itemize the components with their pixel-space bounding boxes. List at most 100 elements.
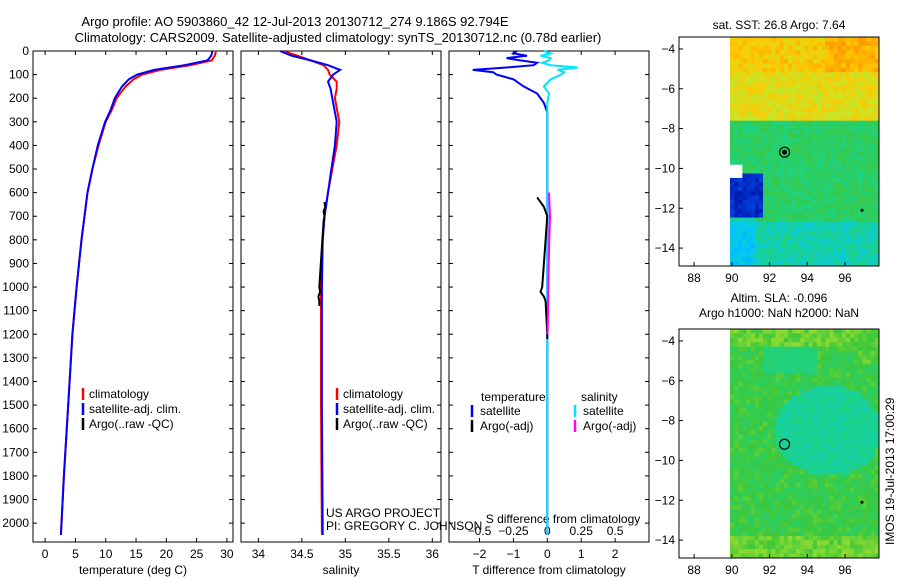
map-cell bbox=[808, 107, 814, 113]
map-cell bbox=[758, 151, 764, 157]
map-cell bbox=[858, 208, 863, 214]
map-cell bbox=[758, 72, 764, 78]
map-cell bbox=[866, 430, 872, 436]
map-cell bbox=[754, 500, 760, 506]
map-cell bbox=[866, 243, 872, 249]
map-cell bbox=[792, 177, 797, 183]
map-cell bbox=[783, 469, 789, 475]
map-cell bbox=[821, 257, 826, 262]
map-cell bbox=[862, 474, 867, 480]
map-cell bbox=[804, 408, 810, 414]
legend-entry: temperature bbox=[481, 390, 546, 404]
map-cell bbox=[841, 329, 847, 334]
map-cell bbox=[742, 461, 747, 466]
map-cell bbox=[775, 138, 781, 144]
map-cell bbox=[845, 41, 851, 47]
map-cell bbox=[829, 478, 834, 484]
map-cell bbox=[763, 138, 768, 144]
map-cell bbox=[837, 395, 843, 400]
map-cell bbox=[796, 72, 801, 78]
map-cell bbox=[754, 155, 760, 161]
map-cell bbox=[808, 342, 814, 348]
map-cell bbox=[783, 329, 789, 334]
map-cell bbox=[825, 195, 830, 201]
map-cell bbox=[821, 425, 826, 431]
map-cell bbox=[829, 483, 834, 488]
map-cell bbox=[808, 116, 814, 122]
map-cell bbox=[858, 213, 863, 218]
map-cell bbox=[837, 381, 843, 387]
map-cell bbox=[808, 72, 814, 78]
map-cell bbox=[870, 252, 876, 258]
map-cell bbox=[750, 342, 756, 348]
map-cell bbox=[783, 434, 789, 440]
map-cell bbox=[866, 342, 872, 348]
map-cell bbox=[763, 208, 768, 214]
map-cell bbox=[854, 138, 859, 144]
map-cell bbox=[771, 456, 776, 462]
map-cell bbox=[854, 155, 859, 161]
map-cell bbox=[870, 239, 876, 245]
map-cell bbox=[767, 243, 772, 249]
map-cell bbox=[812, 103, 818, 108]
map-cell bbox=[796, 465, 801, 471]
map-cell bbox=[833, 478, 838, 484]
map-cell bbox=[787, 527, 793, 532]
map-cell bbox=[862, 549, 867, 554]
map-cell bbox=[783, 261, 789, 267]
map-cell bbox=[758, 59, 764, 64]
map-cell bbox=[862, 164, 867, 170]
map-cell bbox=[845, 456, 851, 462]
depth-tick-label: 1100 bbox=[3, 304, 29, 318]
map-cell bbox=[808, 204, 814, 210]
map-cell bbox=[750, 147, 756, 152]
map-cell bbox=[825, 540, 830, 546]
map-cell bbox=[742, 155, 747, 161]
map-cell bbox=[767, 37, 772, 42]
map-cell bbox=[816, 386, 822, 392]
map-cell bbox=[754, 452, 760, 458]
map-cell bbox=[804, 155, 810, 161]
map-cell bbox=[779, 333, 785, 339]
map-cell bbox=[738, 355, 743, 361]
map-cell bbox=[738, 421, 743, 427]
map-cell bbox=[833, 500, 838, 506]
map-cell bbox=[754, 346, 760, 352]
map-cell bbox=[812, 496, 818, 502]
map-cell bbox=[862, 443, 867, 449]
map-cell bbox=[829, 217, 834, 223]
map-cell bbox=[862, 67, 867, 73]
map-cell bbox=[808, 381, 814, 387]
map-cell bbox=[816, 549, 822, 554]
series-line-2 bbox=[317, 201, 327, 306]
map-cell bbox=[742, 76, 747, 82]
map-cell bbox=[825, 155, 830, 161]
map-cell bbox=[758, 359, 764, 365]
map-cell bbox=[816, 177, 822, 183]
map-cell bbox=[738, 474, 743, 480]
map-cell bbox=[816, 522, 822, 528]
map-cell bbox=[812, 98, 818, 104]
map-cell bbox=[763, 377, 768, 383]
map-cell bbox=[850, 399, 855, 405]
map-cell bbox=[862, 434, 867, 440]
map-cell bbox=[825, 417, 830, 422]
map-cell bbox=[783, 461, 789, 466]
figure-title-line2: Climatology: CARS2009. Satellite-adjuste… bbox=[75, 30, 602, 45]
map-cell bbox=[742, 364, 747, 370]
map-cell bbox=[829, 346, 834, 352]
map-cell bbox=[738, 434, 743, 440]
map-cell bbox=[825, 505, 830, 510]
map-cell bbox=[808, 478, 814, 484]
map-cell bbox=[767, 377, 772, 383]
map-cell bbox=[771, 120, 776, 126]
map-cell bbox=[792, 434, 797, 440]
map-cell bbox=[783, 377, 789, 383]
map-cell bbox=[750, 50, 756, 56]
map-cell bbox=[750, 364, 756, 370]
map-cell bbox=[829, 368, 834, 374]
map-cell bbox=[738, 142, 743, 148]
map-cell bbox=[841, 239, 847, 245]
map-cell bbox=[821, 50, 826, 56]
map-cell bbox=[758, 531, 764, 537]
